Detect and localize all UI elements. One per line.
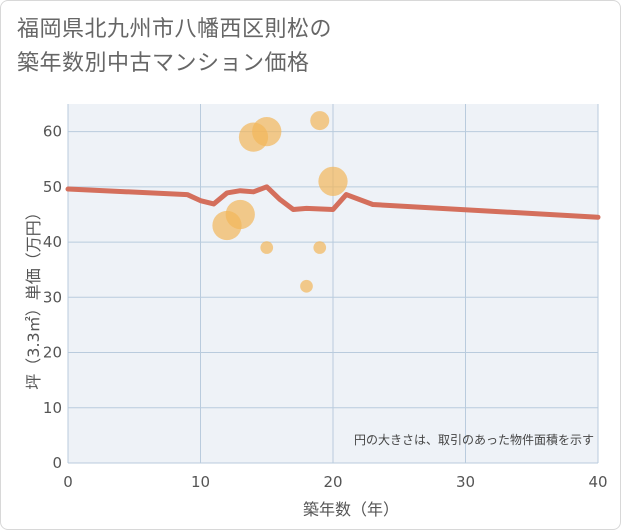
y-tick-label: 60 — [43, 123, 62, 141]
bubble-point-8 — [318, 166, 348, 196]
y-tick-label: 0 — [52, 454, 62, 472]
grid-horizontal — [68, 131, 598, 464]
chart-title: 福岡県北九州市八幡西区則松の 築年数別中古マンション価格 — [17, 13, 332, 81]
bubble-series — [212, 111, 348, 293]
y-axis-title: 坪（3.3㎡）単価（万円） — [24, 204, 43, 389]
bubble-point-3 — [252, 116, 282, 147]
chart-title-line1: 福岡県北九州市八幡西区則松の — [17, 17, 333, 42]
chart-title-line2: 築年数別中古マンション価格 — [17, 51, 310, 76]
bubble-point-1 — [225, 199, 255, 230]
x-tick-label: 20 — [323, 473, 342, 491]
y-tick-labels: 0 10 20 30 40 50 60 — [43, 123, 62, 472]
grid-vertical — [67, 104, 599, 463]
y-tick-label: 40 — [43, 233, 62, 251]
y-tick-label: 20 — [43, 344, 62, 362]
x-tick-label: 10 — [191, 473, 210, 491]
bubble-point-6 — [310, 111, 330, 131]
bubble-point-7 — [313, 241, 327, 254]
trend-line — [65, 184, 601, 220]
bubble-point-4 — [260, 241, 274, 254]
x-tick-label: 40 — [588, 473, 607, 491]
x-tick-label: 0 — [63, 473, 73, 491]
bubble-point-5 — [300, 279, 313, 293]
x-axis-title: 築年数（年） — [303, 500, 399, 519]
x-tick-label: 30 — [456, 473, 475, 491]
y-tick-label: 30 — [43, 288, 62, 306]
x-tick-labels: 0 10 20 30 40 — [63, 473, 607, 491]
y-tick-label: 10 — [43, 399, 62, 417]
size-note: 円の大きさは、取引のあった物件面積を示す — [354, 432, 594, 447]
y-tick-label: 50 — [43, 178, 62, 196]
